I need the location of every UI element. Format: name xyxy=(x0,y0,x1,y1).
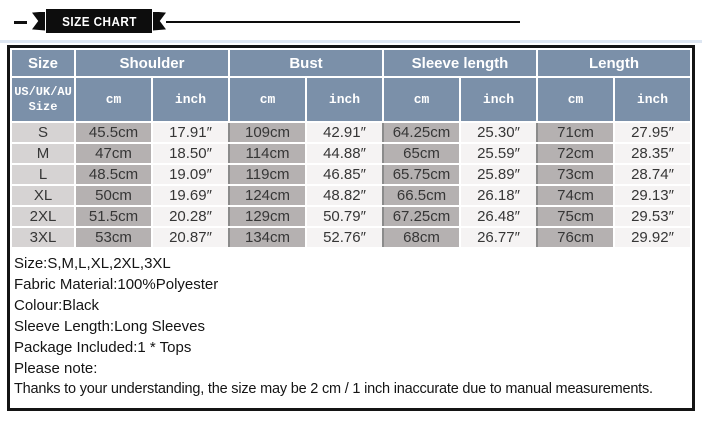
unit-header-inch: inch xyxy=(615,78,690,121)
note-fabric-material: Fabric Material:100%Polyester xyxy=(14,276,219,293)
sleeve-cm-cell: 67.25cm xyxy=(384,207,459,226)
size-cell: S xyxy=(12,123,74,142)
length-cm-cell: 74cm xyxy=(538,186,613,205)
bust-cm-cell: 129cm xyxy=(230,207,305,226)
shoulder-inch-cell: 20.28″ xyxy=(153,207,228,226)
table-row-s: S 45.5cm 17.91″ 109cm 42.91″ 64.25cm 25.… xyxy=(12,123,690,142)
table-row-l: L 48.5cm 19.09″ 119cm 46.85″ 65.75cm 25.… xyxy=(12,165,690,184)
us-uk-au-line: US/UK/AU xyxy=(14,84,72,99)
unit-header-cm: cm xyxy=(230,78,305,121)
length-cm-cell: 71cm xyxy=(538,123,613,142)
bust-cm-cell: 134cm xyxy=(230,228,305,247)
note-sleeve-length: Sleeve Length:Long Sleeves xyxy=(14,318,205,335)
unit-header-row: US/UK/AU Size cm inch cm inch cm inch cm… xyxy=(12,78,690,121)
shoulder-cm-cell: 53cm xyxy=(76,228,151,247)
sleeve-cm-cell: 65cm xyxy=(384,144,459,163)
size-cell: 2XL xyxy=(12,207,74,226)
banner-title: SIZE CHART xyxy=(46,9,152,33)
blue-accent-strip xyxy=(0,40,702,43)
col-header-sleeve-length: Sleeve length xyxy=(384,50,536,76)
note-colour: Colour:Black xyxy=(14,297,100,314)
note-disclaimer: Thanks to your understanding, the size m… xyxy=(14,381,653,397)
shoulder-inch-cell: 17.91″ xyxy=(153,123,228,142)
shoulder-cm-cell: 50cm xyxy=(76,186,151,205)
shoulder-inch-cell: 20.87″ xyxy=(153,228,228,247)
size-cell: M xyxy=(12,144,74,163)
bust-inch-cell: 42.91″ xyxy=(307,123,382,142)
col-header-length: Length xyxy=(538,50,690,76)
ribbon-tail-left-icon xyxy=(32,11,45,31)
length-cm-cell: 75cm xyxy=(538,207,613,226)
length-inch-cell: 27.95″ xyxy=(615,123,690,142)
col-header-shoulder: Shoulder xyxy=(76,50,228,76)
size-cell: XL xyxy=(12,186,74,205)
length-inch-cell: 29.53″ xyxy=(615,207,690,226)
size-chart-ribbon: SIZE CHART xyxy=(32,9,166,33)
bust-inch-cell: 52.76″ xyxy=(307,228,382,247)
sleeve-cm-cell: 66.5cm xyxy=(384,186,459,205)
unit-header-inch: inch xyxy=(153,78,228,121)
shoulder-inch-cell: 18.50″ xyxy=(153,144,228,163)
sleeve-inch-cell: 25.59″ xyxy=(461,144,536,163)
sleeve-inch-cell: 26.77″ xyxy=(461,228,536,247)
unit-header-cm: cm xyxy=(384,78,459,121)
bust-cm-cell: 109cm xyxy=(230,123,305,142)
note-package-included: Package Included:1 * Tops xyxy=(14,339,192,356)
length-inch-cell: 28.35″ xyxy=(615,144,690,163)
banner: SIZE CHART xyxy=(0,0,702,43)
unit-header-cm: cm xyxy=(76,78,151,121)
size-chart-sheet: Size Shoulder Bust Sleeve length Length … xyxy=(7,45,695,411)
col-header-size: Size xyxy=(12,50,74,76)
shoulder-inch-cell: 19.69″ xyxy=(153,186,228,205)
shoulder-cm-cell: 48.5cm xyxy=(76,165,151,184)
length-cm-cell: 76cm xyxy=(538,228,613,247)
size-chart-table: Size Shoulder Bust Sleeve length Length … xyxy=(10,48,692,249)
note-size: Size:S,M,L,XL,2XL,3XL xyxy=(14,255,171,272)
unit-header-inch: inch xyxy=(307,78,382,121)
length-inch-cell: 29.92″ xyxy=(615,228,690,247)
sleeve-inch-cell: 25.89″ xyxy=(461,165,536,184)
size-cell: L xyxy=(12,165,74,184)
bust-cm-cell: 124cm xyxy=(230,186,305,205)
sleeve-inch-cell: 25.30″ xyxy=(461,123,536,142)
bust-inch-cell: 44.88″ xyxy=(307,144,382,163)
sleeve-inch-cell: 26.18″ xyxy=(461,186,536,205)
table-row-m: M 47cm 18.50″ 114cm 44.88″ 65cm 25.59″ 7… xyxy=(12,144,690,163)
length-cm-cell: 72cm xyxy=(538,144,613,163)
length-inch-cell: 29.13″ xyxy=(615,186,690,205)
note-please-note: Please note: xyxy=(14,360,98,377)
table-row-3xl: 3XL 53cm 20.87″ 134cm 52.76″ 68cm 26.77″… xyxy=(12,228,690,247)
shoulder-inch-cell: 19.09″ xyxy=(153,165,228,184)
shoulder-cm-cell: 45.5cm xyxy=(76,123,151,142)
table-row-2xl: 2XL 51.5cm 20.28″ 129cm 50.79″ 67.25cm 2… xyxy=(12,207,690,226)
sleeve-cm-cell: 64.25cm xyxy=(384,123,459,142)
bust-cm-cell: 119cm xyxy=(230,165,305,184)
sleeve-inch-cell: 26.48″ xyxy=(461,207,536,226)
bust-cm-cell: 114cm xyxy=(230,144,305,163)
shoulder-cm-cell: 51.5cm xyxy=(76,207,151,226)
ribbon-tail-right-icon xyxy=(153,11,166,31)
bust-inch-cell: 50.79″ xyxy=(307,207,382,226)
sleeve-cm-cell: 65.75cm xyxy=(384,165,459,184)
dash-line xyxy=(14,21,27,24)
size-cell: 3XL xyxy=(12,228,74,247)
divider-line xyxy=(166,21,520,23)
unit-header-cm: cm xyxy=(538,78,613,121)
unit-header-inch: inch xyxy=(461,78,536,121)
size-line: Size xyxy=(28,99,58,114)
banner-title-text: SIZE CHART xyxy=(61,13,137,29)
sleeve-cm-cell: 68cm xyxy=(384,228,459,247)
length-cm-cell: 73cm xyxy=(538,165,613,184)
bust-inch-cell: 48.82″ xyxy=(307,186,382,205)
col-header-us-uk-au-size: US/UK/AU Size xyxy=(12,78,74,121)
shoulder-cm-cell: 47cm xyxy=(76,144,151,163)
product-notes: Size:S,M,L,XL,2XL,3XL Fabric Material:10… xyxy=(10,249,692,408)
col-header-bust: Bust xyxy=(230,50,382,76)
group-header-row: Size Shoulder Bust Sleeve length Length xyxy=(12,50,690,76)
length-inch-cell: 28.74″ xyxy=(615,165,690,184)
table-row-xl: XL 50cm 19.69″ 124cm 48.82″ 66.5cm 26.18… xyxy=(12,186,690,205)
bust-inch-cell: 46.85″ xyxy=(307,165,382,184)
